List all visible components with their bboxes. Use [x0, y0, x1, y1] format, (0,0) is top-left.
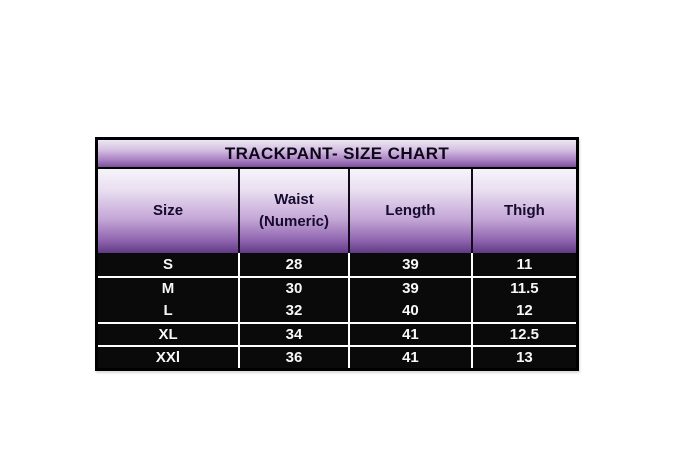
- size-chart-table: TRACKPANT- SIZE CHART Size Waist (Numeric…: [95, 137, 579, 371]
- cell-length: 41: [347, 324, 471, 345]
- column-header-waist: Waist (Numeric): [238, 169, 348, 253]
- cell-thigh: 12: [470, 299, 576, 322]
- table-header-row: Size Waist (Numeric) Length Thigh: [98, 169, 576, 253]
- cell-waist: 28: [238, 253, 348, 276]
- cell-size: M: [161, 280, 175, 297]
- column-header-thigh: Thigh: [470, 169, 576, 253]
- cell-waist: 30: [238, 278, 348, 299]
- cell-size: XL: [158, 326, 178, 343]
- table-row: L 32 40 12: [98, 299, 576, 322]
- cell-thigh: 11.5: [470, 278, 576, 299]
- table-row: S 28 39 11: [98, 253, 576, 276]
- table-body: S 28 39 11 M 30 39 11.5 L 32 40 12 XL 34 41 12.5 XXl 36 41…: [98, 253, 576, 368]
- table-row: XL 34 41 12.5: [98, 322, 576, 345]
- table-row: XXl 36 41 13: [98, 345, 576, 368]
- cell-thigh: 12.5: [470, 324, 576, 345]
- column-header-length: Length: [347, 169, 471, 253]
- cell-length: 41: [347, 347, 471, 368]
- cell-size: S: [163, 256, 174, 273]
- table-title: TRACKPANT- SIZE CHART: [98, 140, 576, 169]
- column-header-size: Size: [153, 202, 184, 220]
- cell-length: 39: [347, 278, 471, 299]
- cell-thigh: 13: [470, 347, 576, 368]
- table-row: M 30 39 11.5: [98, 276, 576, 299]
- cell-waist: 34: [238, 324, 348, 345]
- cell-length: 39: [347, 253, 471, 276]
- cell-size: L: [163, 302, 173, 319]
- cell-length: 40: [347, 299, 471, 322]
- cell-size: XXl: [155, 349, 181, 366]
- cell-waist: 32: [238, 299, 348, 322]
- cell-waist: 36: [238, 347, 348, 368]
- cell-thigh: 11: [470, 253, 576, 276]
